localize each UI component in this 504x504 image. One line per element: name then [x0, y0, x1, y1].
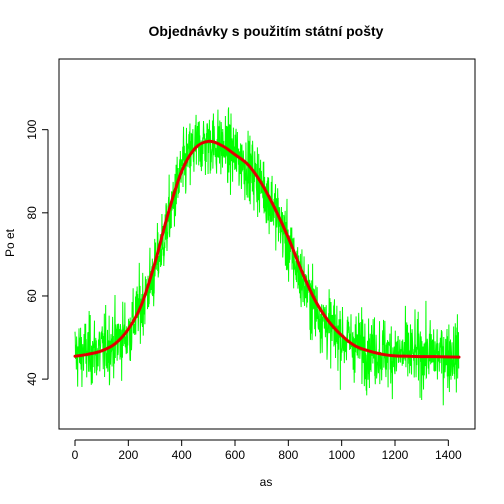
x-tick-label: 200 [118, 448, 138, 462]
smoothed-series-line [73, 139, 461, 359]
x-tick-label: 1200 [382, 448, 409, 462]
plot-frame [58, 58, 476, 430]
x-axis: 0 200 400 600 800 1000 1200 1400 [72, 439, 462, 462]
x-axis-label: as [260, 475, 273, 489]
x-tick-label: 600 [225, 448, 245, 462]
x-tick-label: 800 [278, 448, 298, 462]
x-tick-label: 0 [72, 448, 79, 462]
x-tick-label: 400 [172, 448, 192, 462]
y-tick-label: 40 [25, 372, 39, 386]
plot-area [73, 107, 461, 406]
chart-title: Objednávky s použitím státní pošty [149, 23, 384, 39]
y-axis-label: Po et [3, 228, 17, 257]
raw-series-line [74, 107, 460, 406]
y-tick-label: 80 [25, 206, 39, 220]
x-tick-label: 1400 [435, 448, 462, 462]
y-axis: 40 60 80 100 [25, 119, 49, 386]
y-tick-label: 60 [25, 289, 39, 303]
y-tick-label: 100 [25, 119, 39, 139]
x-tick-label: 1000 [328, 448, 355, 462]
